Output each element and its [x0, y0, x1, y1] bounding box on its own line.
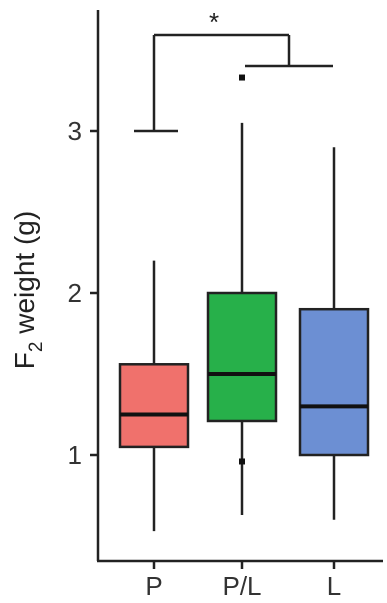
axes: 1 2 3 P P/L L: [68, 10, 383, 601]
boxes: [118, 74, 370, 532]
y-tick-label: 1: [68, 440, 82, 470]
y-axis-label-rest: weight (g): [9, 211, 40, 342]
box-p-l: [206, 74, 278, 515]
x-tick-label: P: [145, 571, 162, 601]
box-body: [298, 307, 370, 457]
y-axis-label-subscript: 2: [26, 342, 47, 353]
x-tick-label: P/L: [222, 571, 261, 601]
x-tick-label: L: [327, 571, 341, 601]
box-l: [298, 147, 370, 520]
y-axis-label-main: F: [9, 352, 40, 369]
significance-label: *: [209, 7, 219, 37]
box-p: [118, 260, 190, 532]
box-body: [206, 291, 278, 423]
y-tick-label: 2: [68, 278, 82, 308]
outlier-point: [239, 458, 245, 465]
outlier-point: [239, 74, 245, 81]
y-axis-label: F2 weight (g): [9, 211, 47, 369]
significance-bracket: *: [134, 7, 333, 133]
box-body: [118, 363, 190, 449]
y-tick-label: 3: [68, 116, 82, 146]
